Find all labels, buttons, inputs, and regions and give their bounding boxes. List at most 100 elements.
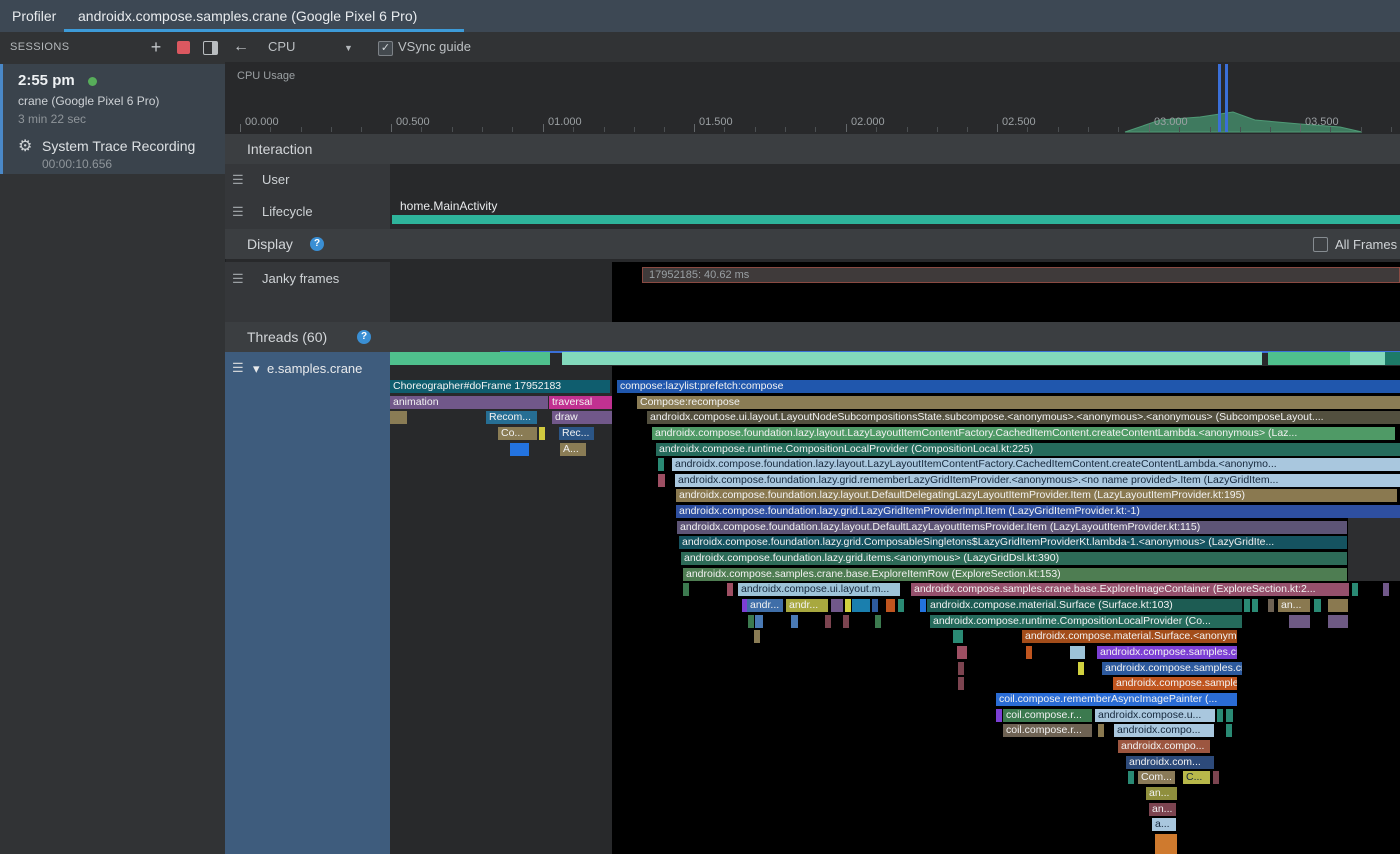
flame-frame-sliver[interactable] [1244, 599, 1250, 612]
flame-frame-sliver[interactable] [845, 599, 851, 612]
flame-frame-sliver[interactable] [875, 615, 881, 628]
flame-frame-sliver[interactable] [953, 630, 963, 643]
flame-frame-sliver[interactable] [1385, 352, 1400, 365]
janky-frames-track[interactable]: 17952185: 40.62 ms [390, 262, 1400, 323]
flame-frame[interactable]: Recom... [486, 411, 537, 424]
flame-frame-sliver[interactable] [1166, 834, 1172, 854]
flame-frame[interactable]: compose:lazylist:prefetch:compose [617, 380, 1400, 393]
chevron-down-icon[interactable]: ▼ [344, 43, 353, 53]
flame-frame-sliver[interactable] [1026, 646, 1032, 659]
flame-frame[interactable]: a... [1152, 818, 1176, 831]
flame-frame-sliver[interactable] [1314, 599, 1321, 612]
lifecycle-track[interactable]: home.MainActivity [390, 196, 1400, 230]
flame-frame-sliver[interactable] [1070, 646, 1085, 659]
flame-frame-sliver[interactable] [1226, 724, 1232, 737]
flame-frame-sliver[interactable] [1268, 599, 1274, 612]
flame-frame-sliver[interactable] [1350, 352, 1385, 365]
flame-frame[interactable]: androidx.compose.samples.crane.base.Expl… [683, 568, 1347, 581]
flame-frame[interactable]: Com... [1138, 771, 1175, 784]
flame-frame-sliver[interactable] [843, 615, 849, 628]
drag-handle-icon[interactable]: ☰ [232, 204, 244, 219]
flame-frame-sliver[interactable] [1098, 724, 1104, 737]
section-interaction[interactable]: Interaction [225, 134, 1400, 164]
flame-frame[interactable]: an... [1278, 599, 1310, 612]
stop-recording-icon[interactable] [177, 41, 190, 54]
flame-frame-sliver[interactable] [1328, 599, 1348, 612]
help-icon[interactable]: ? [310, 237, 324, 251]
all-frames-checkbox[interactable] [1313, 237, 1328, 252]
flame-frame-sliver[interactable] [1226, 709, 1233, 722]
flame-frame[interactable]: androidx.compose.u... [1095, 709, 1215, 722]
flame-frame[interactable]: androidx.compose.foundation.lazy.layout.… [672, 458, 1400, 471]
flame-frame[interactable]: androidx.compose.foundation.lazy.layout.… [676, 489, 1397, 502]
flame-frame[interactable]: androidx.com... [1126, 756, 1214, 769]
section-display[interactable]: Display ? All Frames [225, 229, 1400, 259]
flame-frame-sliver[interactable] [510, 443, 529, 456]
back-arrow-icon[interactable]: ← [233, 38, 249, 55]
lifecycle-event-bar[interactable] [392, 215, 1400, 224]
flame-frame[interactable]: androidx.compose.material.Surface.<anony… [1022, 630, 1237, 643]
drag-handle-icon[interactable]: ☰ [232, 172, 244, 187]
recording-title[interactable]: System Trace Recording [42, 138, 196, 154]
flame-frame[interactable]: androidx.compose.samples.crane.base.Expl… [1102, 662, 1242, 675]
flame-frame[interactable]: androidx.compose.runtime.CompositionLoca… [656, 443, 1400, 456]
track-label-lifecycle[interactable]: ☰ Lifecycle [225, 196, 390, 230]
flame-frame[interactable]: androidx.compose.samples.crane.base.Expl… [911, 583, 1349, 596]
flame-frame-sliver[interactable] [920, 599, 926, 612]
flame-frame[interactable]: androidx.compo... [1118, 740, 1210, 753]
flame-frame[interactable]: androidx.compose.foundation.lazy.layout.… [652, 427, 1395, 440]
flame-frame-sliver[interactable] [754, 630, 760, 643]
flame-frame-sliver[interactable] [1213, 771, 1219, 784]
flame-frame-sliver[interactable] [957, 646, 967, 659]
flame-frame[interactable]: coil.compose.r... [1003, 724, 1092, 737]
flame-frame-sliver[interactable] [1171, 834, 1177, 854]
flame-frame-sliver[interactable] [958, 677, 964, 690]
session-card[interactable]: 2:55 pm crane (Google Pixel 6 Pro) 3 min… [0, 64, 225, 174]
flame-frame-sliver[interactable] [898, 599, 904, 612]
tab-profiler[interactable]: Profiler [12, 8, 57, 24]
flame-frame-sliver[interactable] [748, 615, 754, 628]
flame-frame-sliver[interactable] [791, 615, 798, 628]
flame-frame[interactable]: C... [1183, 771, 1210, 784]
add-session-icon[interactable]: + [150, 37, 162, 57]
flame-frame[interactable]: androidx.compose.foundation.lazy.layout.… [677, 521, 1347, 534]
flame-frame-sliver[interactable] [727, 583, 733, 596]
flame-frame[interactable]: an... [1149, 803, 1176, 816]
collapse-panel-icon[interactable] [203, 41, 218, 55]
flame-frame-sliver[interactable] [1252, 599, 1258, 612]
flame-frame[interactable]: Compose:recompose [637, 396, 1400, 409]
cpu-dropdown[interactable]: CPU [268, 39, 296, 54]
flame-frame[interactable]: Choreographer#doFrame 17952183 [390, 380, 610, 393]
flame-frame-sliver[interactable] [390, 411, 407, 424]
flame-frame[interactable]: androidx.compose.ui.layout.LayoutNodeSub… [647, 411, 1400, 424]
flame-frame-sliver[interactable] [562, 352, 1262, 365]
flame-frame[interactable]: Rec... [559, 427, 594, 440]
flame-frame-sliver[interactable] [831, 599, 843, 612]
janky-frame-bar[interactable]: 17952185: 40.62 ms [642, 267, 1400, 283]
flame-frame[interactable]: andr... [786, 599, 828, 612]
flame-frame-sliver[interactable] [539, 427, 545, 440]
flame-frame[interactable]: androidx.compose.foundation.lazy.grid.La… [676, 505, 1400, 518]
flame-frame-sliver[interactable] [852, 599, 870, 612]
flame-frame-sliver[interactable] [886, 599, 895, 612]
flame-frame[interactable]: coil.compose.rememberAsyncImagePainter (… [996, 693, 1237, 706]
flame-frame-sliver[interactable] [825, 615, 831, 628]
tab-session[interactable]: androidx.compose.samples.crane (Google P… [78, 8, 418, 24]
thread-expand-icon[interactable]: ▾ [253, 361, 260, 376]
flame-frame-sliver[interactable] [1128, 771, 1134, 784]
flame-frame[interactable]: androidx.compose.foundation.lazy.grid.Co… [679, 536, 1347, 549]
flame-frame-sliver[interactable] [1352, 583, 1358, 596]
flame-frame-sliver[interactable] [958, 662, 964, 675]
flame-frame-sliver[interactable] [683, 583, 689, 596]
flame-frame[interactable]: draw [552, 411, 612, 424]
flame-frame[interactable]: A... [560, 443, 586, 456]
flame-frame[interactable]: Co... [498, 427, 537, 440]
flame-frame[interactable]: androidx.compose.foundation.lazy.grid.re… [675, 474, 1400, 487]
flame-frame-sliver[interactable] [1268, 352, 1350, 365]
track-label-user[interactable]: ☰ User [225, 164, 390, 197]
flame-frame[interactable]: androidx.compose.material.Surface (Surfa… [927, 599, 1242, 612]
flame-frame-sliver[interactable] [1217, 709, 1223, 722]
flame-frame-sliver[interactable] [1289, 615, 1310, 628]
section-threads[interactable]: Threads (60) ? [225, 322, 1400, 352]
flame-frame-sliver[interactable] [1328, 615, 1348, 628]
